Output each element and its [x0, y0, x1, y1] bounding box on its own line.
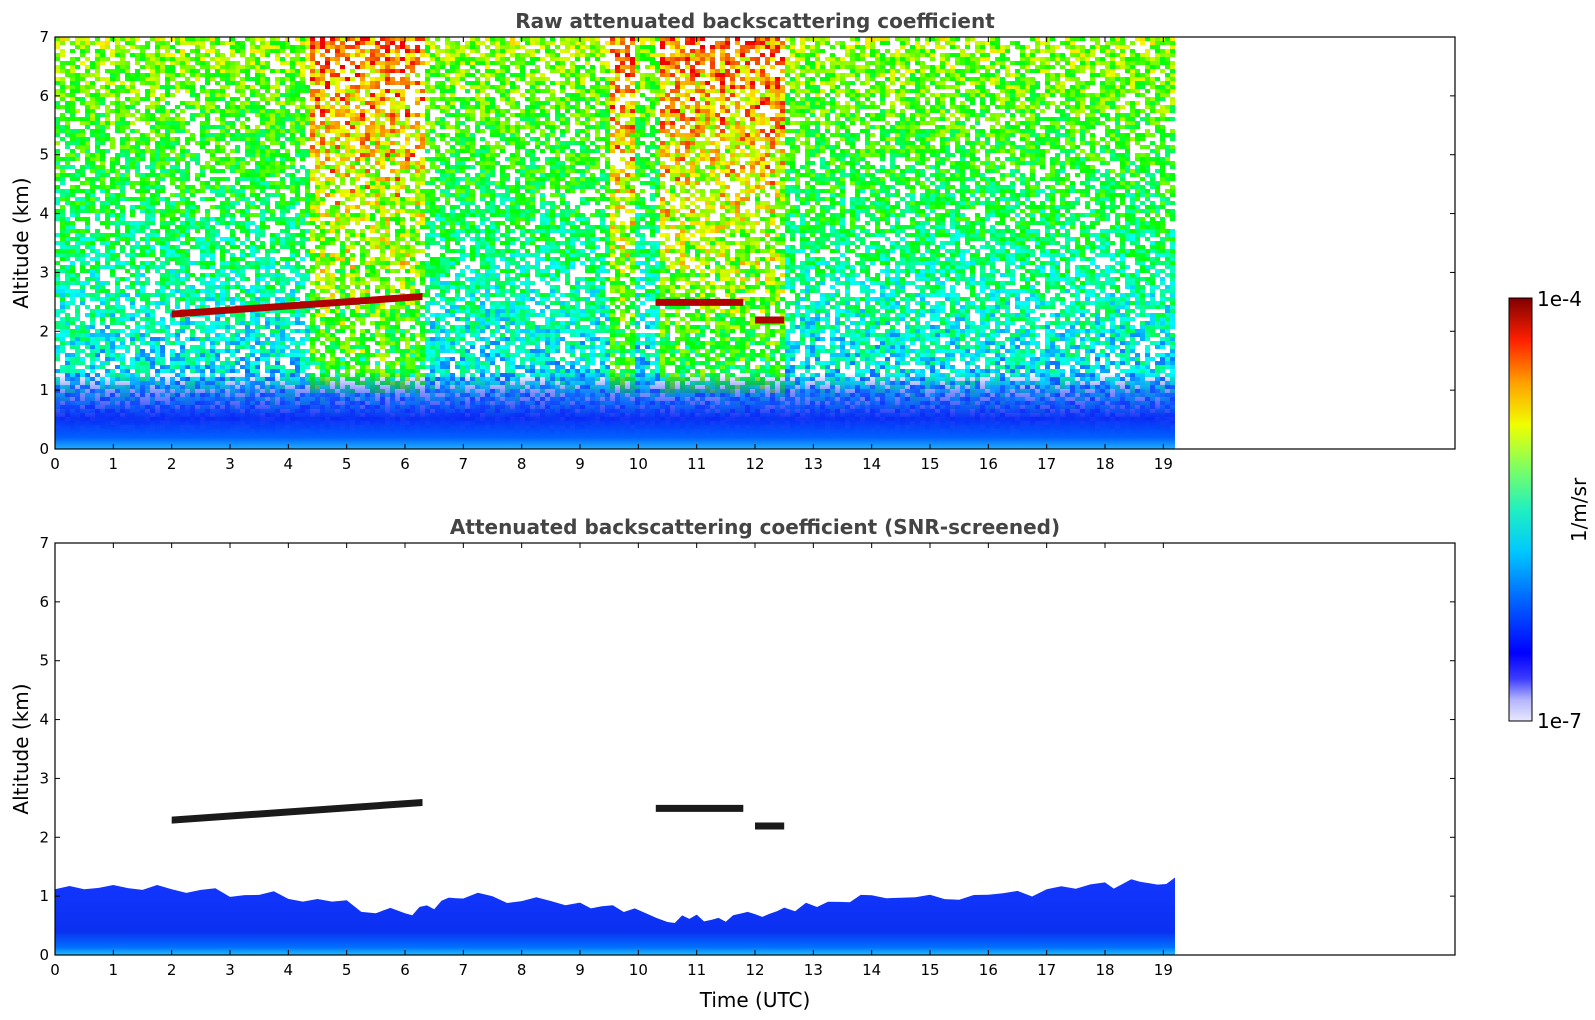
- y-tick-label: 2: [39, 828, 49, 846]
- x-tick-label: 13: [804, 961, 823, 979]
- panel-screened: Attenuated backscattering coefficient (S…: [9, 515, 1456, 1012]
- x-tick-label: 15: [920, 455, 939, 473]
- x-tick-label: 19: [1154, 961, 1173, 979]
- y-axis-label-screened: Altitude (km): [9, 683, 33, 814]
- x-tick-label: 1: [109, 961, 119, 979]
- y-axis-label-raw: Altitude (km): [9, 177, 33, 308]
- x-tick-label: 9: [575, 961, 585, 979]
- colorbar-min-label: 1e-7: [1537, 709, 1582, 733]
- x-axis-label: Time (UTC): [699, 988, 811, 1012]
- heatmap-screened: [55, 799, 1175, 955]
- y-tick-label: 4: [39, 205, 49, 223]
- x-tick-label: 18: [1095, 961, 1114, 979]
- y-tick-label: 0: [39, 440, 49, 458]
- x-tick-label: 16: [979, 961, 998, 979]
- cloud-layer-2: [655, 298, 744, 306]
- y-tick-label: 3: [39, 263, 49, 281]
- y-tick-label: 1: [39, 381, 49, 399]
- x-tick-label: 5: [342, 455, 352, 473]
- x-tick-label: 2: [167, 961, 177, 979]
- x-tick-label: 19: [1154, 455, 1173, 473]
- panel-raw: Raw attenuated backscattering coefficien…: [9, 9, 1456, 473]
- y-tick-label: 3: [39, 769, 49, 787]
- boundary-layer: [55, 877, 1175, 955]
- x-tick-label: 17: [1037, 961, 1056, 979]
- x-tick-label: 4: [284, 455, 294, 473]
- x-tick-label: 0: [50, 961, 60, 979]
- x-tick-label: 2: [167, 455, 177, 473]
- colorbar-unit-label: 1/m/sr: [1567, 477, 1591, 542]
- x-tick-label: 10: [629, 455, 648, 473]
- cloud-layer-3: [755, 316, 785, 324]
- x-tick-label: 14: [862, 455, 881, 473]
- x-tick-label: 4: [284, 961, 294, 979]
- colorbar: 1e-4 1e-7 1/m/sr: [1508, 287, 1591, 733]
- y-tick-label: 5: [39, 652, 49, 670]
- y-tick-label: 1: [39, 887, 49, 905]
- noise-field: [55, 37, 1175, 449]
- x-tick-label: 0: [50, 455, 60, 473]
- colorbar-max-label: 1e-4: [1537, 287, 1582, 311]
- cloud-layer-2: [655, 804, 744, 812]
- y-tick-label: 0: [39, 946, 49, 964]
- x-tick-label: 13: [804, 455, 823, 473]
- cloud-layer-3: [755, 822, 785, 830]
- plot-frame-screened: [54, 542, 1456, 956]
- cloud-layer-1: [171, 293, 423, 318]
- chart-title-raw: Raw attenuated backscattering coefficien…: [515, 9, 995, 33]
- x-tick-label: 6: [400, 961, 410, 979]
- x-tick-label: 8: [517, 961, 527, 979]
- cloud-layer-1: [171, 799, 423, 824]
- x-tick-label: 6: [400, 455, 410, 473]
- x-tick-label: 3: [225, 961, 235, 979]
- x-tick-label: 5: [342, 961, 352, 979]
- x-tick-label: 18: [1095, 455, 1114, 473]
- chart-title-screened: Attenuated backscattering coefficient (S…: [450, 515, 1060, 539]
- x-tick-label: 11: [687, 961, 706, 979]
- x-tick-label: 1: [109, 455, 119, 473]
- colorbar-scale: [1508, 297, 1533, 722]
- x-tick-label: 11: [687, 455, 706, 473]
- x-tick-label: 16: [979, 455, 998, 473]
- x-tick-label: 7: [459, 455, 469, 473]
- y-tick-label: 6: [39, 87, 49, 105]
- x-tick-label: 14: [862, 961, 881, 979]
- x-tick-label: 15: [920, 961, 939, 979]
- y-tick-label: 7: [39, 534, 49, 552]
- x-tick-label: 7: [459, 961, 469, 979]
- boundary-layer: [55, 372, 1175, 449]
- x-tick-label: 12: [745, 961, 764, 979]
- x-tick-label: 12: [745, 455, 764, 473]
- y-tick-label: 7: [39, 28, 49, 46]
- heatmap-raw: [55, 37, 1175, 449]
- x-tick-label: 8: [517, 455, 527, 473]
- x-tick-label: 10: [629, 961, 648, 979]
- y-tick-label: 6: [39, 593, 49, 611]
- y-tick-label: 4: [39, 711, 49, 729]
- x-tick-label: 17: [1037, 455, 1056, 473]
- y-tick-label: 5: [39, 146, 49, 164]
- x-tick-label: 3: [225, 455, 235, 473]
- x-tick-label: 9: [575, 455, 585, 473]
- y-tick-label: 2: [39, 322, 49, 340]
